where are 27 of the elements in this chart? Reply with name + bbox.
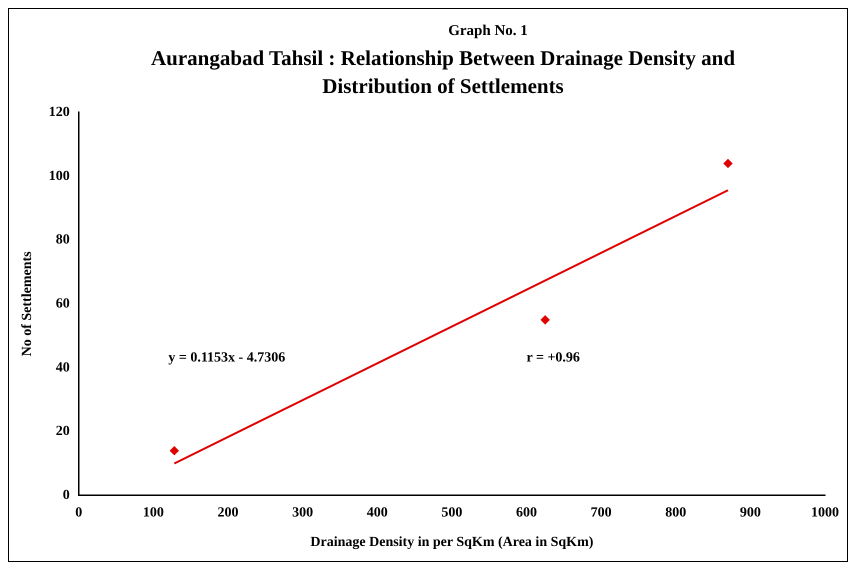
chart-subtitle: Graph No. 1 xyxy=(447,22,529,40)
chart-title: Aurangabad Tahsil : Relationship Between Drainage Density and Distribution of Settlements xyxy=(150,45,736,100)
y-tick-label: 100 xyxy=(48,168,70,184)
x-tick-label: 700 xyxy=(590,505,612,520)
x-tick-label: 800 xyxy=(665,505,686,520)
annotation: y = 0.1153x - 4.7306 xyxy=(168,350,286,366)
x-tick-label: 900 xyxy=(740,505,761,520)
point xyxy=(170,446,179,455)
y-tick-label: 20 xyxy=(56,424,70,439)
y-tick-label: 40 xyxy=(56,360,70,376)
y-tick-label: 80 xyxy=(56,232,70,248)
annotation: r = +0.96 xyxy=(526,350,580,366)
x-tick-label: 200 xyxy=(218,505,239,520)
x-tick-label: 500 xyxy=(441,505,462,520)
point xyxy=(723,158,732,168)
x-tick-label: 1000 xyxy=(811,505,839,520)
y-tick-label: 0 xyxy=(62,488,70,503)
x-tick-label: 100 xyxy=(142,505,164,520)
x-tick-label: 0 xyxy=(75,505,82,520)
x-tick-label: 600 xyxy=(516,505,538,520)
x-tick-label: 300 xyxy=(292,505,314,520)
x-axis-title: Drainage Density in per SqKm (Area in SqKm) xyxy=(310,534,594,550)
x-tick-label: 400 xyxy=(366,505,388,520)
y-tick-label: 60 xyxy=(56,296,70,312)
y-tick-label: 120 xyxy=(48,104,70,120)
point xyxy=(540,315,550,324)
y-axis-title: No of Settlements xyxy=(20,250,36,356)
